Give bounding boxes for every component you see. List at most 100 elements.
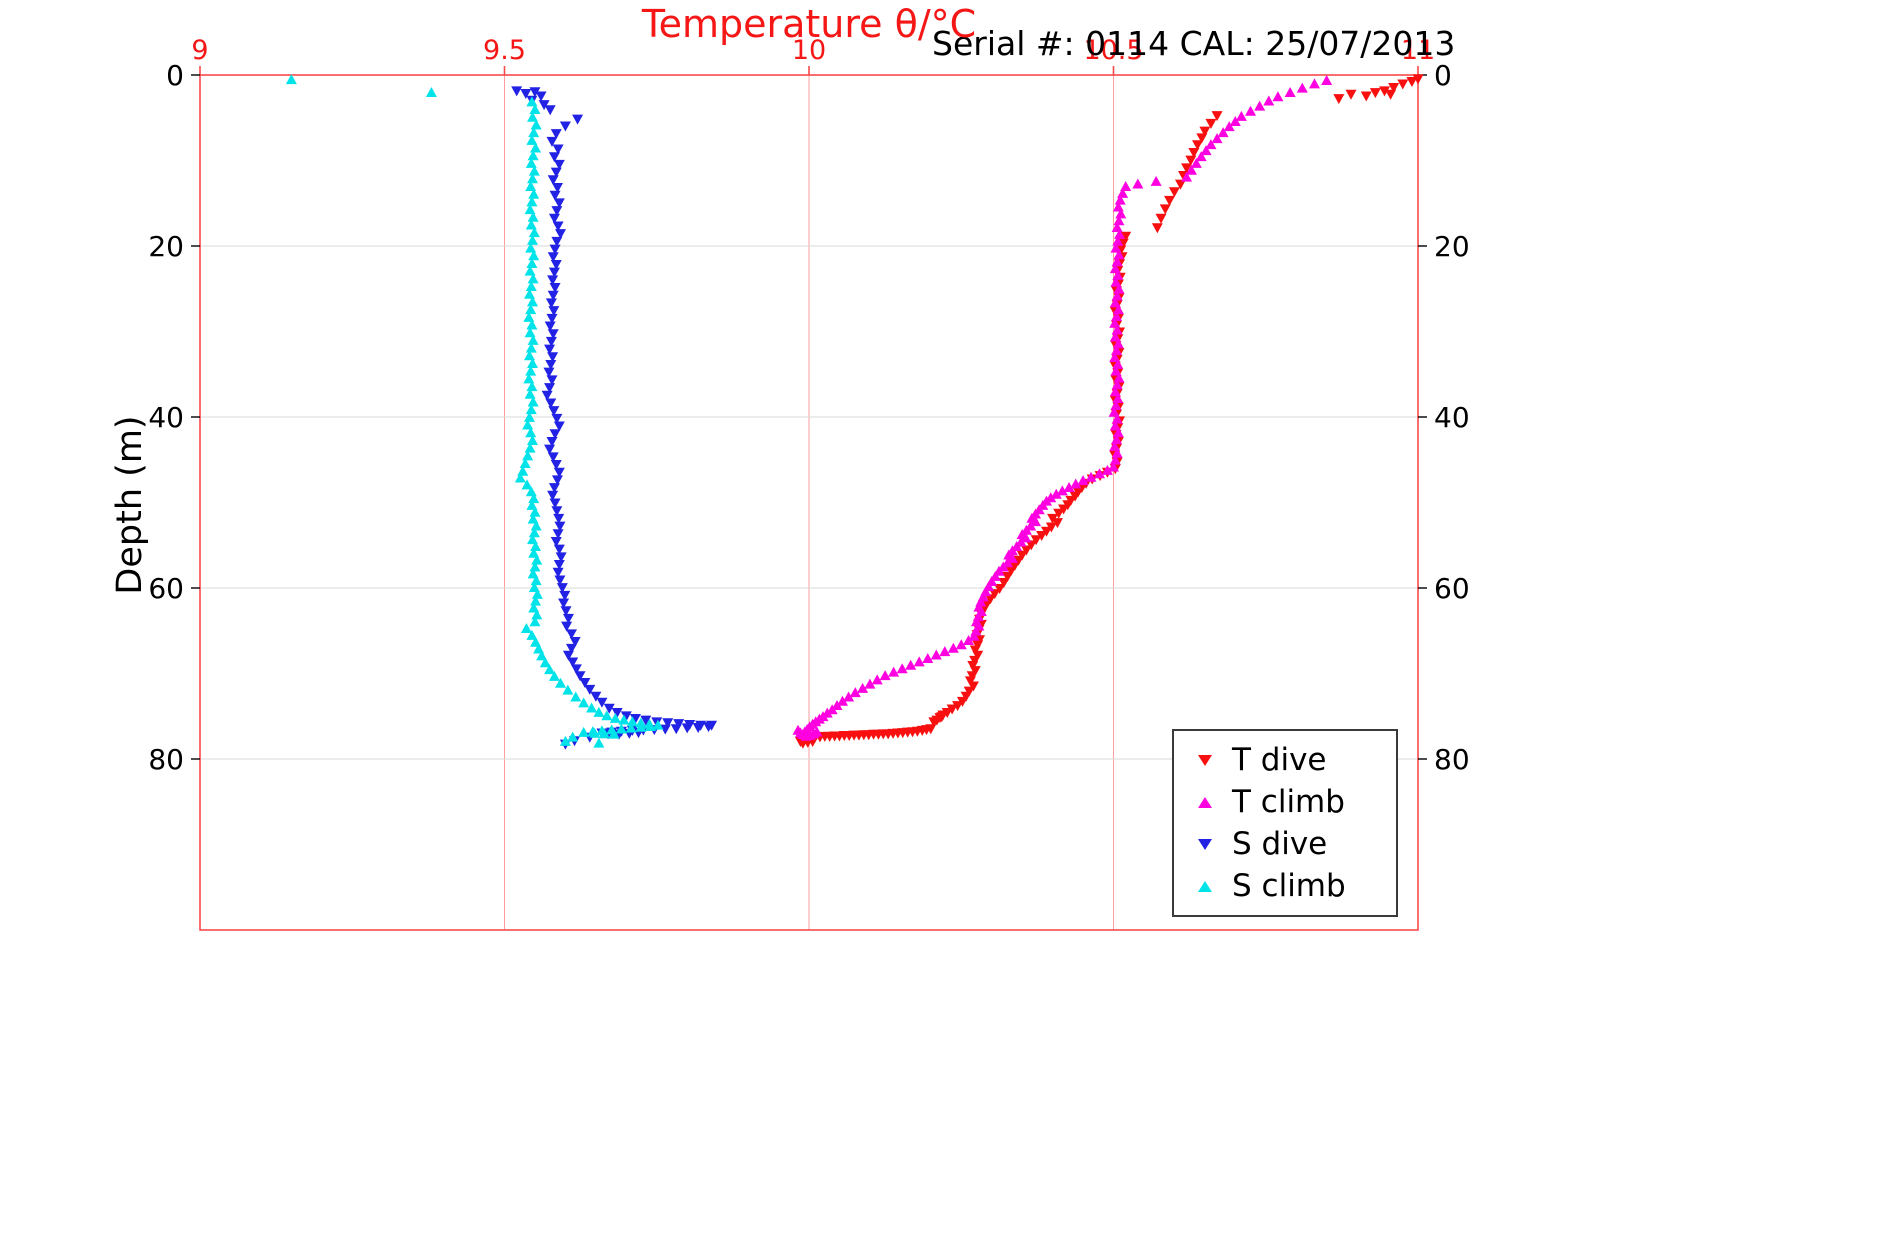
marker-t-dive <box>1199 126 1211 137</box>
marker-t-dive <box>1185 155 1197 166</box>
marker-s-dive <box>570 664 582 675</box>
marker-t-climb <box>1112 338 1124 349</box>
marker-s-climb <box>645 720 657 731</box>
marker-s-dive <box>547 452 559 463</box>
marker-t-dive <box>1211 111 1223 122</box>
marker-s-climb <box>530 520 542 531</box>
marker-s-climb <box>425 86 437 97</box>
marker-s-climb <box>525 181 537 192</box>
marker-s-climb <box>525 427 537 438</box>
y-tick-label-left: 0 <box>166 59 184 92</box>
marker-s-dive <box>544 321 556 332</box>
marker-t-climb <box>1112 393 1124 404</box>
marker-s-climb <box>539 657 551 668</box>
marker-s-dive <box>551 183 563 194</box>
marker-t-climb <box>905 659 917 670</box>
marker-s-dive <box>551 206 563 217</box>
marker-t-climb <box>1190 157 1202 168</box>
marker-s-climb <box>555 677 567 688</box>
marker-s-climb <box>525 404 537 415</box>
marker-s-dive <box>559 590 571 601</box>
marker-s-dive <box>538 100 550 111</box>
marker-s-climb <box>526 196 538 207</box>
triangle-up-icon <box>1198 796 1212 808</box>
marker-t-climb <box>1110 399 1122 410</box>
marker-s-climb <box>528 527 540 538</box>
marker-t-climb <box>1112 358 1124 369</box>
marker-s-climb <box>526 257 538 268</box>
marker-t-climb <box>955 639 967 650</box>
marker-s-climb <box>635 721 647 732</box>
marker-s-climb <box>523 288 535 299</box>
marker-t-climb <box>871 674 883 685</box>
marker-s-dive <box>552 221 564 232</box>
legend-label: S dive <box>1232 825 1328 862</box>
marker-t-dive <box>1192 140 1204 151</box>
marker-s-climb <box>527 111 539 122</box>
marker-s-climb <box>527 334 539 345</box>
marker-t-dive <box>1412 74 1424 85</box>
marker-t-climb <box>811 726 823 737</box>
y-tick-label-right: 80 <box>1434 743 1470 776</box>
marker-s-climb <box>525 219 537 230</box>
marker-t-dive <box>941 707 953 718</box>
marker-t-climb <box>1150 175 1162 186</box>
marker-t-climb <box>888 666 900 677</box>
marker-t-climb <box>1114 194 1126 205</box>
marker-t-dive <box>1151 223 1163 234</box>
marker-t-climb <box>1115 208 1127 219</box>
marker-t-dive <box>967 660 979 671</box>
marker-t-climb <box>1030 516 1042 527</box>
marker-t-dive <box>1181 163 1193 174</box>
marker-t-climb <box>1085 471 1097 482</box>
marker-t-climb <box>1185 164 1197 175</box>
marker-t-climb <box>1223 121 1235 132</box>
marker-s-dive <box>572 114 584 125</box>
marker-s-climb <box>578 726 590 737</box>
marker-t-climb <box>1056 485 1068 496</box>
marker-s-dive <box>551 236 563 247</box>
marker-t-dive <box>994 584 1006 594</box>
marker-t-climb <box>1296 82 1308 93</box>
marker-t-climb <box>1108 461 1119 472</box>
marker-t-climb <box>947 642 959 653</box>
legend-label: S climb <box>1232 867 1346 904</box>
marker-s-dive <box>547 352 559 363</box>
marker-s-dive <box>548 213 560 224</box>
marker-s-dive <box>545 336 557 347</box>
marker-s-dive <box>549 498 561 509</box>
marker-s-dive <box>535 91 547 102</box>
marker-t-dive <box>936 712 948 723</box>
marker-t-dive <box>1388 82 1400 93</box>
marker-t-climb <box>1217 127 1229 138</box>
marker-t-dive <box>1397 79 1409 90</box>
marker-t-climb <box>896 663 908 674</box>
marker-t-climb <box>1112 304 1124 315</box>
marker-s-dive <box>541 390 553 401</box>
marker-s-dive <box>553 421 565 432</box>
marker-s-dive <box>547 275 559 286</box>
marker-t-dive <box>969 645 981 656</box>
marker-s-dive <box>548 406 560 417</box>
marker-t-climb <box>1111 345 1123 356</box>
marker-s-dive <box>545 398 557 409</box>
marker-s-dive <box>555 552 567 563</box>
marker-s-climb <box>521 479 533 490</box>
legend-label: T climb <box>1232 783 1345 820</box>
marker-s-dive <box>553 560 565 571</box>
y-tick-label-right: 60 <box>1434 572 1470 605</box>
marker-t-climb <box>849 687 861 698</box>
marker-t-dive <box>972 640 984 651</box>
marker-s-climb <box>618 714 630 725</box>
marker-s-climb <box>530 119 542 130</box>
marker-s-climb <box>527 296 539 307</box>
marker-s-climb <box>652 719 664 730</box>
marker-t-dive <box>969 655 981 666</box>
marker-s-dive <box>662 718 674 729</box>
marker-t-dive <box>1155 213 1167 224</box>
marker-s-climb <box>530 575 542 586</box>
marker-t-climb <box>864 678 876 689</box>
legend-label: T dive <box>1232 741 1327 778</box>
marker-s-climb <box>527 357 539 368</box>
